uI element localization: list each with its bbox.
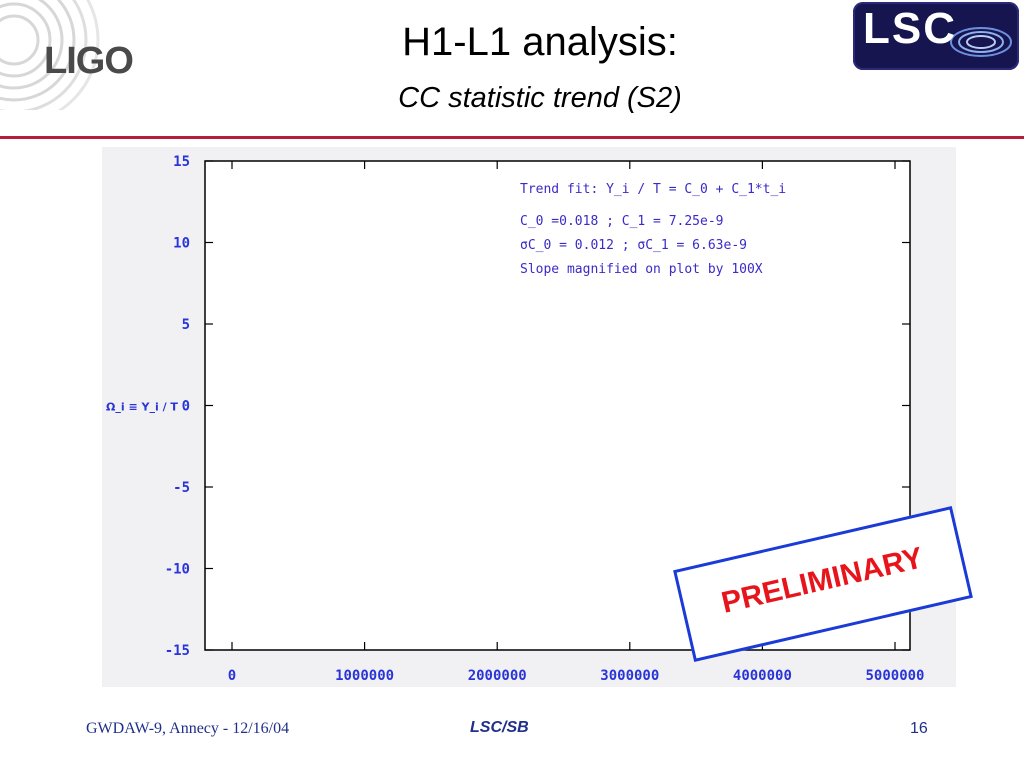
y-tick-label: 0 bbox=[182, 399, 190, 415]
y-tick-label: -15 bbox=[165, 643, 190, 659]
x-tick-label: 0 bbox=[228, 668, 236, 684]
y-tick-label: -5 bbox=[173, 480, 190, 496]
fit-annotation-line: Trend fit: Y_i / T = C_0 + C_1*t_i bbox=[520, 182, 786, 197]
x-tick-label: 5000000 bbox=[865, 668, 924, 684]
fit-annotation: Trend fit: Y_i / T = C_0 + C_1*t_i C_0 =0… bbox=[520, 182, 786, 277]
y-tick-label: 5 bbox=[182, 317, 190, 333]
x-tick-label: 3000000 bbox=[600, 668, 659, 684]
fit-annotation-line: Slope magnified on plot by 100X bbox=[520, 262, 763, 277]
slide-subtitle: CC statistic trend (S2) bbox=[398, 82, 682, 114]
x-tick-label: 2000000 bbox=[468, 668, 527, 684]
title-divider bbox=[0, 136, 1024, 139]
y-tick-label: 10 bbox=[173, 236, 190, 252]
x-tick-label: 4000000 bbox=[733, 668, 792, 684]
footer-author: LSC/SB bbox=[470, 719, 529, 736]
y-tick-label: -10 bbox=[165, 562, 190, 578]
y-axis-label: Ω_i ≡ Y_i / T bbox=[106, 401, 178, 414]
lsc-swirl-icon bbox=[950, 27, 1012, 57]
page-number: 16 bbox=[910, 720, 928, 737]
x-tick-label: 1000000 bbox=[335, 668, 394, 684]
fit-annotation-line: σC_0 = 0.012 ; σC_1 = 6.63e-9 bbox=[520, 238, 747, 253]
fit-annotation-line: C_0 =0.018 ; C_1 = 7.25e-9 bbox=[520, 214, 724, 229]
slide-title: H1-L1 analysis: bbox=[402, 20, 678, 64]
lsc-logo: LSC bbox=[853, 2, 1019, 70]
y-tick-label: 15 bbox=[173, 154, 190, 170]
lsc-logo-text: LSC bbox=[863, 4, 957, 53]
ligo-logo-text: LIGO bbox=[44, 40, 134, 82]
footer-conference: GWDAW-9, Annecy - 12/16/04 bbox=[86, 720, 290, 737]
